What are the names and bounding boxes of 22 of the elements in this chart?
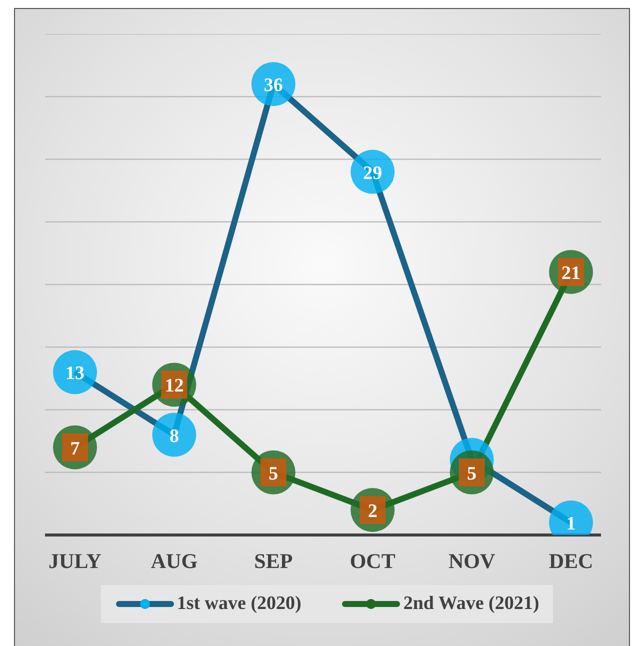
data-label: 1	[566, 513, 576, 534]
x-tick-label: DEC	[548, 548, 594, 573]
data-label: 36	[264, 75, 283, 96]
point	[450, 450, 494, 494]
data-label: 5	[467, 463, 477, 484]
data-label: 29	[363, 162, 382, 184]
legend-label: 1st wave (2020)	[176, 593, 302, 615]
data-label: 5	[268, 463, 278, 484]
x-tick-label: OCT	[350, 548, 396, 573]
x-tick-label: AUG	[150, 548, 198, 573]
data-label: 21	[562, 262, 580, 284]
data-label: 8	[169, 426, 179, 447]
data-label: 7	[70, 438, 80, 460]
data-label: 13	[66, 363, 84, 384]
x-tick-label: JULY	[48, 548, 102, 573]
data-label: 2	[368, 500, 378, 522]
point	[53, 425, 97, 470]
x-tick-label: NOV	[448, 548, 496, 573]
legend-label: 2nd Wave (2021)	[402, 593, 540, 615]
x-tick-label: SEP	[254, 548, 293, 573]
point	[251, 450, 296, 494]
data-label: 12	[164, 376, 184, 397]
